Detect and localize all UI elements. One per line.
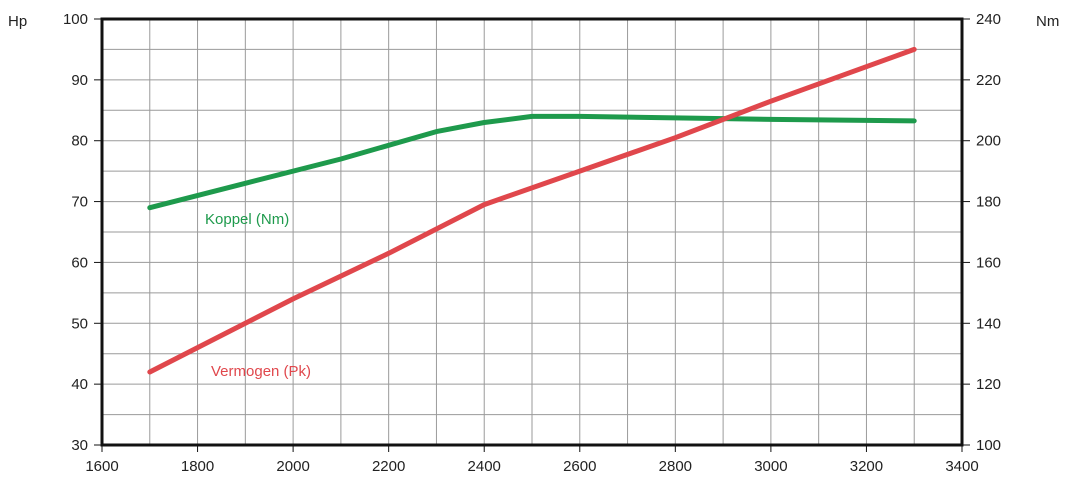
- y-right-tick-label: 140: [976, 315, 1001, 332]
- y-right-tick-label: 220: [976, 72, 1001, 89]
- x-tick-label: 1800: [181, 458, 214, 475]
- x-tick-label: 2800: [659, 458, 692, 475]
- x-tick-label: 3200: [850, 458, 883, 475]
- y-right-tick-label: 120: [976, 376, 1001, 393]
- x-tick-label: 1600: [85, 458, 118, 475]
- y-left-tick-label: 90: [71, 72, 88, 89]
- series-label-vermogen: Vermogen (Pk): [211, 363, 311, 380]
- series-label-koppel: Koppel (Nm): [205, 211, 289, 228]
- y-left-tick-label: 40: [71, 376, 88, 393]
- y-right-tick-label: 200: [976, 133, 1001, 150]
- x-tick-label: 2200: [372, 458, 405, 475]
- y-right-tick-label: 100: [976, 437, 1001, 454]
- y-left-tick-label: 30: [71, 437, 88, 454]
- plot-frame: [100, 17, 964, 447]
- axis-ticks: 1600 1800 2000 2200 2400 2600 2800 3000 3200 3400…: [63, 11, 1001, 475]
- x-tick-label: 2000: [276, 458, 309, 475]
- y-left-tick-label: 50: [71, 315, 88, 332]
- y-left-tick-label: 100: [63, 11, 88, 28]
- x-tick-label: 3000: [754, 458, 787, 475]
- x-tick-label: 2600: [563, 458, 596, 475]
- right-axis-unit: Nm: [1036, 13, 1059, 30]
- plot-border: [100, 17, 964, 447]
- y-right-tick-label: 160: [976, 254, 1001, 271]
- y-right-tick-label: 180: [976, 194, 1001, 211]
- left-axis-unit: Hp: [8, 13, 27, 30]
- series-lines: [147, 46, 917, 375]
- series-line-vermogen: [147, 46, 917, 375]
- x-tick-label: 3400: [945, 458, 978, 475]
- y-left-tick-label: 70: [71, 194, 88, 211]
- y-left-tick-label: 60: [71, 254, 88, 271]
- y-right-tick-label: 240: [976, 11, 1001, 28]
- y-left-tick-label: 80: [71, 133, 88, 150]
- grid: [102, 19, 962, 445]
- x-tick-label: 2400: [468, 458, 501, 475]
